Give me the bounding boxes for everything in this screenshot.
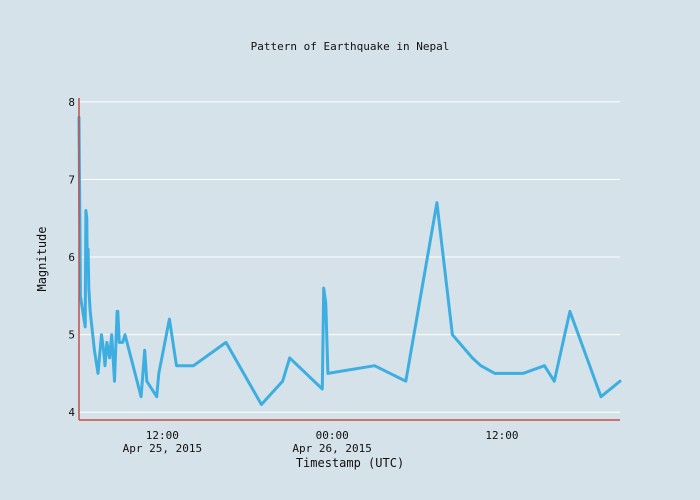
x-tick-date-label: Apr 26, 2015 [292,442,371,455]
y-tick-label: 8 [68,96,75,109]
y-tick-labels: 4 5 6 7 8 [68,96,75,419]
y-tick-label: 4 [68,406,75,419]
chart-title: Pattern of Earthquake in Nepal [251,40,450,53]
x-tick-label: 12:00 [485,429,518,442]
x-tick-date-label: Apr 25, 2015 [123,442,202,455]
x-tick-label: 00:00 [316,429,349,442]
y-tick-label: 5 [68,329,75,342]
gridlines [79,101,620,413]
y-axis-title: Magnitude [35,226,49,291]
series-layer [77,115,622,406]
x-axis-title: Timestamp (UTC) [296,456,404,470]
series-line-0 [77,115,622,406]
x-tick-label: 12:00 [146,429,179,442]
y-tick-label: 6 [68,251,75,264]
y-tick-label: 7 [68,173,75,186]
